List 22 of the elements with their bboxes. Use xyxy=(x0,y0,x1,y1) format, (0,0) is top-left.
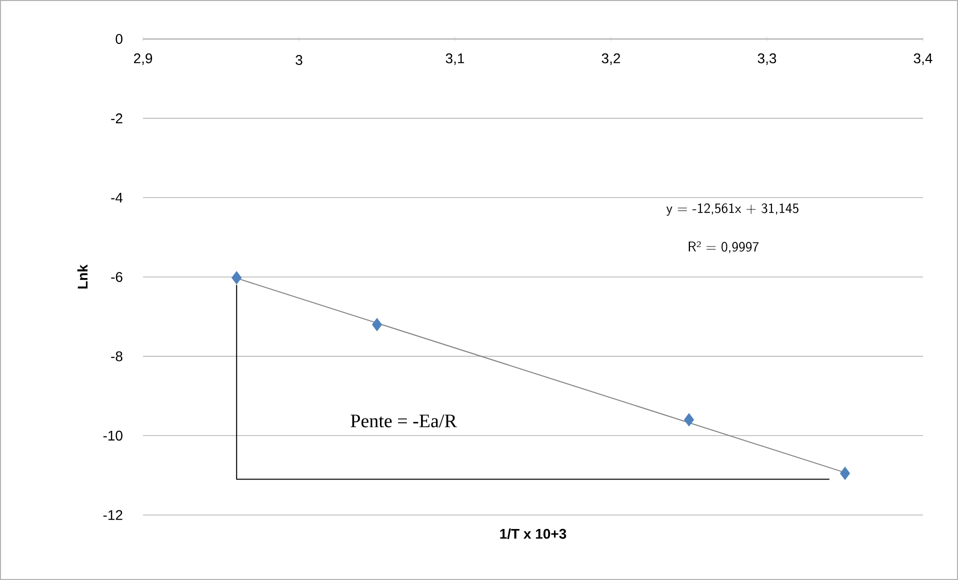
x-tick-label: 3 xyxy=(296,55,302,65)
x-axis-title: 1/T x 10+3 xyxy=(500,528,566,539)
y-tick-label: -8 xyxy=(111,351,122,362)
y-tick-label: -4 xyxy=(111,192,123,202)
point xyxy=(684,413,694,426)
y-tick-label: -12 xyxy=(103,510,122,520)
annotation: y = -12,561x + 31,145 xyxy=(666,203,798,216)
point xyxy=(232,271,242,284)
x-tick-label: 3,3 xyxy=(758,53,776,65)
y-tick-label: -6 xyxy=(111,272,122,282)
annotation: Pente = -Ea/R xyxy=(350,414,457,428)
y-tick-label: -10 xyxy=(103,430,122,441)
x-tick-label: 3,1 xyxy=(446,53,464,65)
y-axis-title: Lnk xyxy=(77,264,88,288)
x-tick-label: 2,9 xyxy=(134,53,152,65)
x-tick-label: 3,2 xyxy=(602,53,620,65)
y-tick-label: -2 xyxy=(111,113,122,124)
annotation: R² = 0,9997 xyxy=(688,241,759,254)
point xyxy=(372,318,382,332)
y-tick-label: 0 xyxy=(116,34,122,44)
point xyxy=(840,466,850,480)
x-tick-label: 3,4 xyxy=(914,53,932,65)
